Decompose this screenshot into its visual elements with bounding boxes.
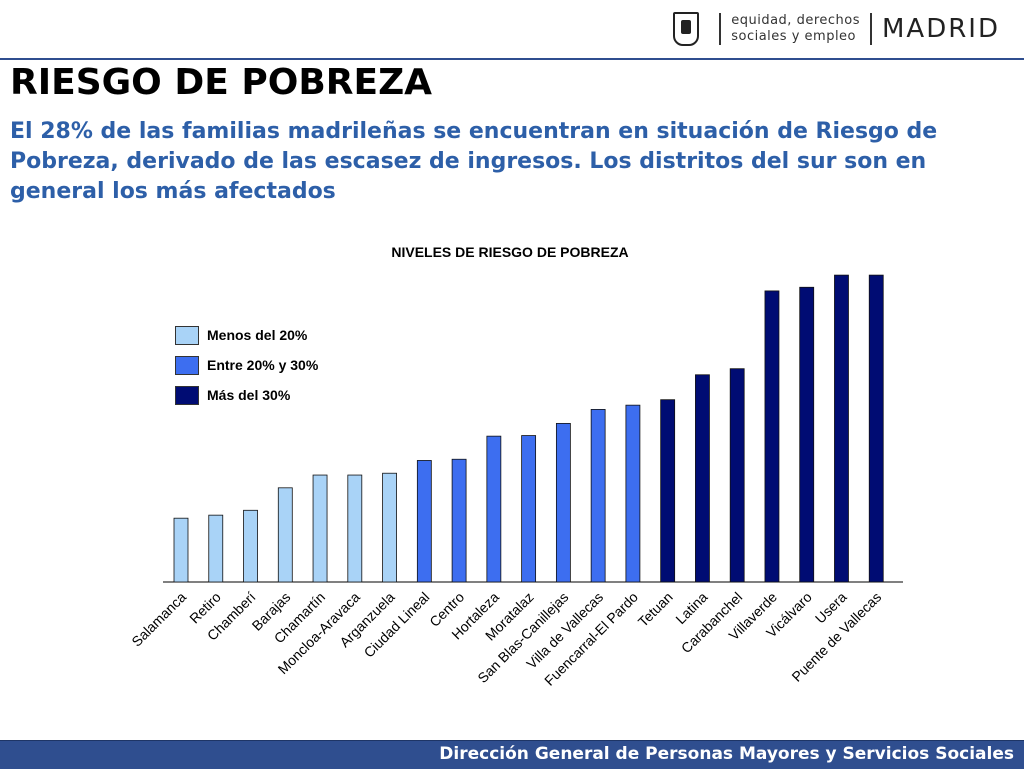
bar-19	[834, 274, 849, 583]
legend-swatch-high	[175, 385, 199, 405]
bar-12	[590, 409, 606, 583]
chart-title: NIVELES DE RIESGO DE POBREZA	[391, 244, 629, 260]
logo-sub-line1: equidad, derechos	[731, 13, 860, 28]
legend-label-low: Menos del 20%	[207, 327, 308, 343]
logo-divider	[870, 13, 872, 45]
legend-item-low: Menos del 20%	[175, 320, 318, 350]
x-tick-label: Tetuan	[635, 589, 676, 630]
bar-20	[868, 274, 884, 583]
footer-text: Dirección General de Personas Mayores y …	[439, 744, 1014, 764]
bar-6	[382, 472, 397, 583]
bar-18	[799, 286, 815, 583]
madrid-crest-icon	[673, 12, 700, 46]
bar-1	[208, 514, 224, 583]
bar-8	[451, 458, 467, 583]
legend-item-mid: Entre 20% y 30%	[175, 350, 318, 380]
bar-5	[347, 474, 363, 583]
page-title: RIESGO DE POBREZA	[10, 62, 433, 103]
footer-bar: Dirección General de Personas Mayores y …	[0, 740, 1024, 769]
madrid-logo: equidad, derechos sociales y empleo MADR…	[673, 10, 1000, 48]
bar-10	[521, 435, 537, 583]
logo-divider	[719, 13, 722, 45]
bar-2	[243, 509, 258, 583]
logo-sub-line2: sociales y empleo	[731, 29, 857, 44]
chart-legend: Menos del 20% Entre 20% y 30% Más del 30…	[175, 320, 318, 410]
bar-14	[660, 399, 676, 583]
bar-7	[416, 460, 432, 583]
bar-9	[486, 435, 502, 583]
bar-0	[173, 517, 189, 583]
legend-item-high: Más del 30%	[175, 380, 318, 410]
logo-subtitle: equidad, derechos sociales y empleo	[731, 13, 860, 45]
legend-swatch-mid	[175, 355, 199, 375]
header-rule	[0, 58, 1024, 60]
bar-4	[312, 474, 328, 583]
bar-11	[555, 422, 571, 583]
legend-swatch-low	[175, 325, 199, 345]
header-bar: equidad, derechos sociales y empleo MADR…	[0, 0, 1024, 60]
logo-madrid-text: MADRID	[882, 14, 1000, 44]
bar-16	[729, 368, 745, 583]
chart-plot: SalamancaRetiroChamberíBarajasChamartínM…	[128, 274, 903, 689]
poverty-risk-chart: Salamanca Retiro Chamberí Barajas Chamartín M…	[0, 230, 1024, 740]
page-subtitle: El 28% de las familias madrileñas se enc…	[10, 119, 938, 204]
x-tick-label: Salamanca	[128, 589, 189, 650]
bar-15	[695, 374, 710, 583]
bar-3	[277, 487, 293, 583]
legend-label-mid: Entre 20% y 30%	[207, 357, 319, 373]
bar-17	[764, 290, 780, 583]
legend-label-high: Más del 30%	[207, 387, 291, 403]
bar-13	[625, 404, 641, 583]
